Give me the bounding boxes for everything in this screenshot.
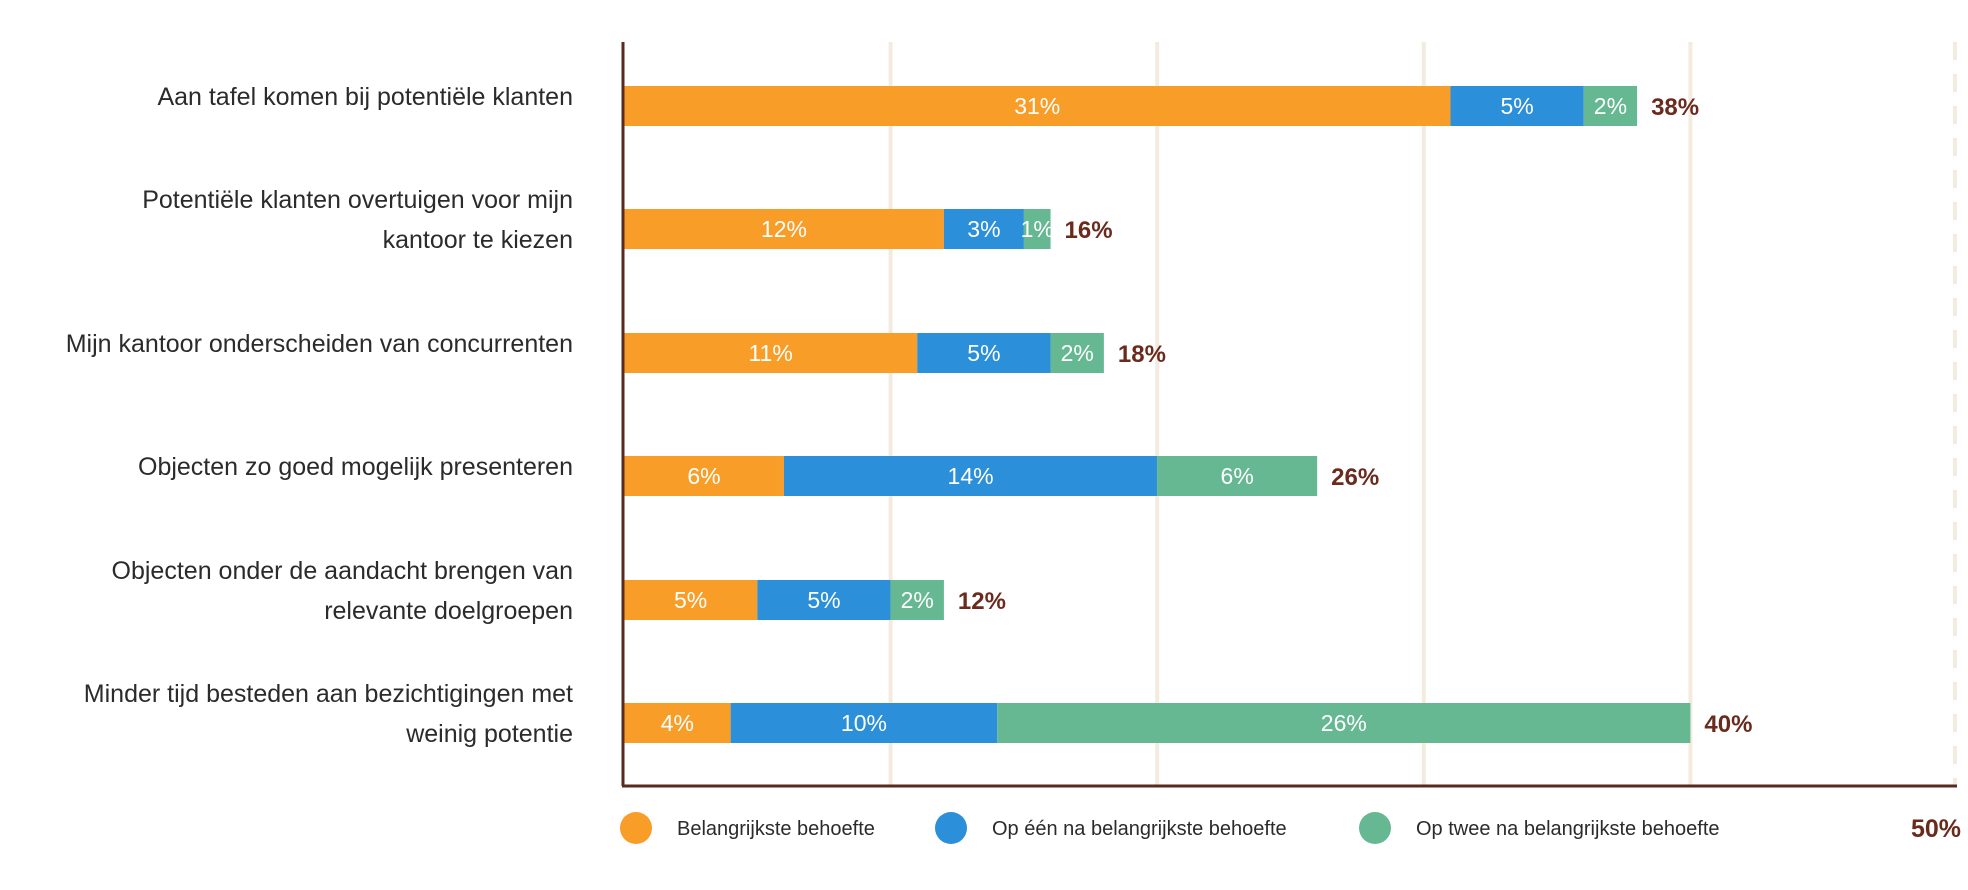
bar-segment <box>1450 86 1584 126</box>
legend-label: Op één na belangrijkste behoefte <box>992 818 1287 840</box>
category-label: kantoor te kiezen <box>383 226 573 254</box>
bar-total-label: 40% <box>1704 711 1752 738</box>
bar-data-label: 26% <box>1321 710 1367 736</box>
bar-segment <box>1583 86 1638 126</box>
bar-data-label: 2% <box>901 587 934 613</box>
category-label: weinig potentie <box>405 720 573 748</box>
bar-segment <box>1023 209 1051 249</box>
bar-segment <box>624 456 784 496</box>
bar-data-label: 2% <box>1594 93 1627 119</box>
x-axis-max-label: 50% <box>1911 815 1961 843</box>
category-label: Minder tijd besteden aan bezichtigingen … <box>84 680 573 708</box>
category-label: Objecten zo goed mogelijk presenteren <box>138 453 573 481</box>
category-label: Mijn kantoor onderscheiden van concurren… <box>66 330 573 358</box>
bar-segment <box>757 580 891 620</box>
axes: 50% <box>621 42 1961 843</box>
legend-label: Belangrijkste behoefte <box>677 818 875 840</box>
gridlines <box>888 42 1957 786</box>
legend-swatch <box>935 812 967 844</box>
bar-data-label: 14% <box>948 463 994 489</box>
category-label: Potentiële klanten overtuigen voor mijn <box>142 186 573 214</box>
bar-data-label: 4% <box>661 710 694 736</box>
bar-data-label: 11% <box>748 340 792 366</box>
bar-data-label: 6% <box>1221 463 1254 489</box>
bar-data-label: 31% <box>1014 93 1060 119</box>
legend-label: Op twee na belangrijkste behoefte <box>1416 818 1720 840</box>
bar-total-label: 18% <box>1118 341 1166 368</box>
legend: Belangrijkste behoefte Op één na belangri… <box>620 812 1720 844</box>
bar-segment <box>917 333 1051 373</box>
bar-total-label: 12% <box>958 588 1006 615</box>
bar-total-label: 38% <box>1651 94 1699 121</box>
bar-segment <box>1157 456 1318 496</box>
bar-segment <box>624 86 1451 126</box>
bar-data-label: 12% <box>761 216 807 242</box>
bar-segment <box>730 703 998 743</box>
bar-segment <box>943 209 1024 249</box>
bar-segment <box>624 209 944 249</box>
bar-data-label: 2% <box>1061 340 1094 366</box>
bar-data-label: 5% <box>967 340 1000 366</box>
bar-segment <box>783 456 1158 496</box>
legend-swatch <box>620 812 652 844</box>
bars: 31% 12% 11% 6% 5% 4% 5% 3% 5% 14% 5% 10% 2% 1% 2% 6% 2% 2… <box>624 86 1752 743</box>
bar-segment <box>624 703 731 743</box>
bar-segment <box>624 580 758 620</box>
bar-segment <box>890 580 944 620</box>
category-label: Objecten onder de aandacht brengen van <box>112 557 573 585</box>
bar-segment <box>624 333 918 373</box>
category-labels: Aan tafel komen bij potentiële klanten Po… <box>66 83 573 748</box>
bar-data-label: 3% <box>967 216 1000 242</box>
category-label: relevante doelgroepen <box>324 597 573 625</box>
legend-swatch <box>1359 812 1391 844</box>
bar-data-label: 1% <box>1021 216 1054 242</box>
bar-total-label: 16% <box>1065 217 1113 244</box>
bar-data-label: 6% <box>687 463 720 489</box>
bar-data-label: 10% <box>841 710 887 736</box>
bar-segment <box>1050 333 1104 373</box>
bar-data-label: 5% <box>1500 93 1533 119</box>
bar-segment <box>997 703 1691 743</box>
bar-data-label: 5% <box>807 587 840 613</box>
bar-total-label: 26% <box>1331 464 1379 491</box>
category-label: Aan tafel komen bij potentiële klanten <box>157 83 573 111</box>
bar-data-label: 5% <box>674 587 707 613</box>
